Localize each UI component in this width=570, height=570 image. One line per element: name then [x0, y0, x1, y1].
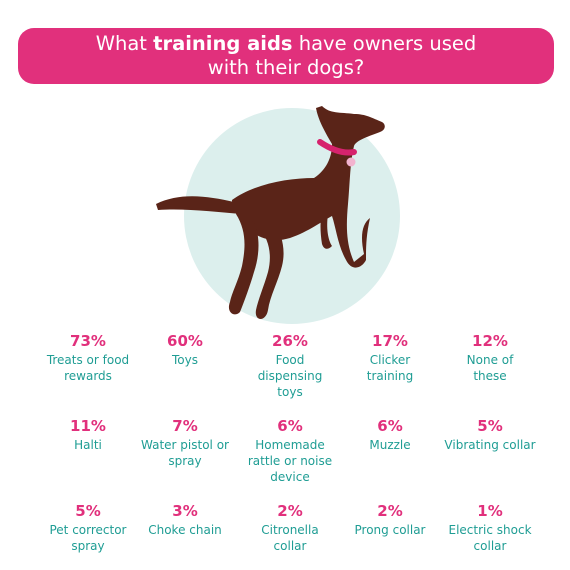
stat-label: Pet corrector spray	[31, 522, 145, 554]
stat-label: Electric shock collar	[433, 522, 547, 554]
stat-label-line: rattle or noise	[247, 454, 333, 468]
dog-front-leg	[320, 210, 332, 249]
stat-label: Halti	[31, 437, 145, 453]
stat-label-line: Clicker	[369, 353, 411, 367]
stat-label-line: Pet corrector	[49, 523, 127, 537]
stat-label-line: training	[366, 369, 414, 383]
collar-tag	[346, 157, 356, 167]
stat-item: 6% Muzzle	[333, 417, 447, 453]
stat-label: Food dispensing toys	[233, 352, 347, 400]
title-bold: training aids	[153, 32, 293, 55]
stat-item: 1% Electric shock collar	[433, 502, 547, 554]
stat-label-line: Halti	[74, 438, 102, 452]
stat-label-line: Homemade	[255, 438, 325, 452]
dog-hind-leg-front	[255, 222, 284, 319]
stat-label-line: Prong collar	[354, 523, 426, 537]
stat-label: Homemade rattle or noise device	[233, 437, 347, 485]
title-banner: What training aids have owners used with…	[18, 28, 554, 84]
stat-item: 17% Clicker training	[333, 332, 447, 384]
stat-label-line: spray	[168, 454, 202, 468]
stat-label-line: Citronella	[261, 523, 319, 537]
stat-label-line: collar	[473, 539, 507, 553]
stat-label-line: these	[473, 369, 507, 383]
stat-label: Prong collar	[333, 522, 447, 538]
stat-label-line: device	[270, 470, 310, 484]
dog-collar	[317, 139, 357, 156]
stat-label: Vibrating collar	[433, 437, 547, 453]
stat-item: 5% Vibrating collar	[433, 417, 547, 453]
stat-percent: 5%	[75, 502, 101, 520]
stat-item: 2% Citronella collar	[233, 502, 347, 554]
stat-percent: 73%	[70, 332, 106, 350]
stat-percent: 6%	[277, 417, 303, 435]
stat-item: 60% Toys	[128, 332, 242, 368]
stat-percent: 7%	[172, 417, 198, 435]
stat-percent: 3%	[172, 502, 198, 520]
title-line-2: with their dogs?	[207, 56, 365, 79]
stat-item: 5% Pet corrector spray	[31, 502, 145, 554]
stat-item: 12% None of these	[433, 332, 547, 384]
stat-item: 3% Choke chain	[128, 502, 242, 538]
stat-percent: 5%	[477, 417, 503, 435]
stat-label-line: Vibrating collar	[444, 438, 536, 452]
stat-label-line: Toys	[172, 353, 198, 367]
stat-label-line: spray	[71, 539, 105, 553]
stat-percent: 26%	[272, 332, 308, 350]
stat-percent: 2%	[377, 502, 403, 520]
stat-item: 7% Water pistol or spray	[128, 417, 242, 469]
title-prefix: What	[95, 32, 154, 55]
stat-label: Choke chain	[128, 522, 242, 538]
stat-label: Toys	[128, 352, 242, 368]
dog-silhouette-icon	[156, 106, 400, 324]
title-line-1: What training aids have owners used	[96, 32, 477, 56]
stat-label: None of these	[433, 352, 547, 384]
stat-label: Water pistol or spray	[128, 437, 242, 469]
stat-percent: 6%	[377, 417, 403, 435]
stat-percent: 12%	[472, 332, 508, 350]
stats-grid: 73% Treats or food rewards 60% Toys 26% Food di…	[0, 330, 570, 570]
stat-label: Treats or food rewards	[31, 352, 145, 384]
stat-label-line: Food	[275, 353, 305, 367]
stat-percent: 17%	[372, 332, 408, 350]
stat-item: 11% Halti	[31, 417, 145, 453]
stat-item: 73% Treats or food rewards	[31, 332, 145, 384]
stat-item: 6% Homemade rattle or noise device	[233, 417, 347, 485]
stat-percent: 1%	[477, 502, 503, 520]
stat-percent: 2%	[277, 502, 303, 520]
stat-label-line: dispensing	[257, 369, 323, 383]
stat-label-line: Muzzle	[369, 438, 411, 452]
title-suffix: have owners used	[292, 32, 477, 55]
stat-label-line: rewards	[64, 369, 112, 383]
stat-item: 26% Food dispensing toys	[233, 332, 347, 400]
stat-label-line: collar	[273, 539, 307, 553]
dog-tail	[156, 196, 242, 214]
stat-percent: 60%	[167, 332, 203, 350]
stat-label-line: None of	[466, 353, 514, 367]
stat-label: Citronella collar	[233, 522, 347, 554]
stat-label-line: toys	[277, 385, 303, 399]
stat-label: Muzzle	[333, 437, 447, 453]
dog-body	[156, 106, 385, 319]
stat-label-line: Treats or food	[46, 353, 130, 367]
dog-hind-leg-back	[228, 214, 259, 315]
stat-item: 2% Prong collar	[333, 502, 447, 538]
stat-percent: 11%	[70, 417, 106, 435]
stat-label-line: Water pistol or	[141, 438, 229, 452]
stat-label-line: Choke chain	[148, 523, 222, 537]
stat-label: Clicker training	[333, 352, 447, 384]
stat-label-line: Electric shock	[448, 523, 532, 537]
